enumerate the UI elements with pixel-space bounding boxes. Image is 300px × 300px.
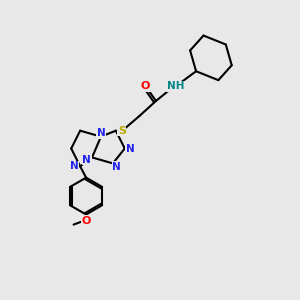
Text: N: N: [126, 143, 134, 154]
Text: N: N: [112, 162, 121, 172]
Text: S: S: [118, 126, 126, 136]
Text: N: N: [70, 161, 79, 171]
Text: O: O: [81, 216, 91, 226]
Text: NH: NH: [167, 81, 184, 91]
Text: N: N: [82, 155, 91, 165]
Text: N: N: [97, 128, 105, 138]
Text: O: O: [141, 81, 150, 91]
